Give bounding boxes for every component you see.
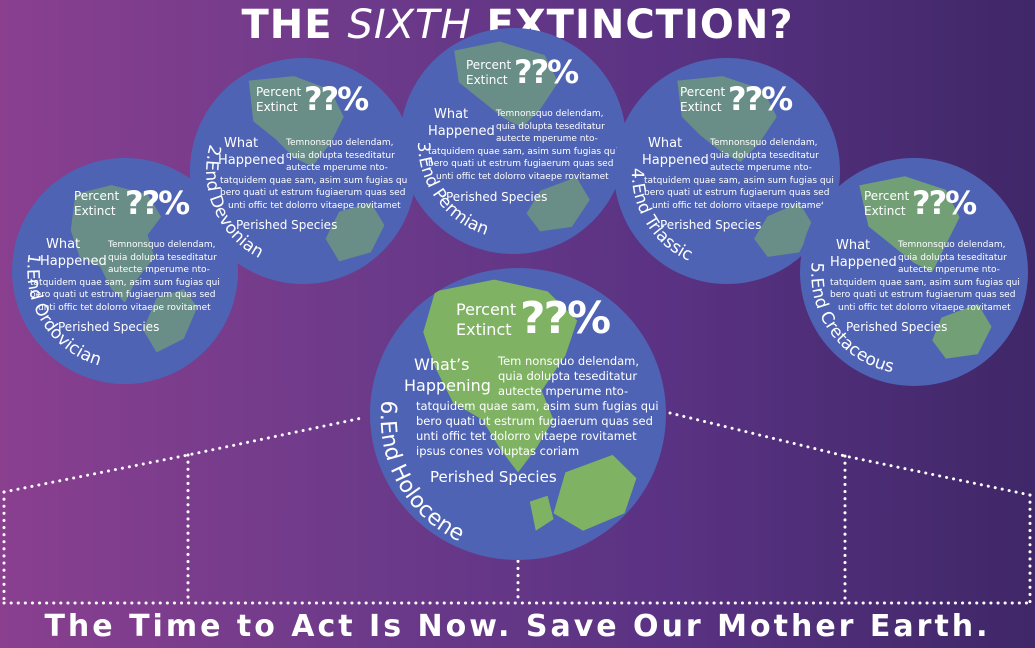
description-text: Tem nonsquo delendam, quia dolupta tesed…	[416, 354, 659, 458]
globe-disc	[800, 158, 1028, 386]
perished-species-label: Perished Species	[846, 320, 948, 334]
poster-title: THE SIXTH EXTINCTION?	[0, 0, 1035, 54]
percent-value: ??%	[304, 80, 369, 118]
earth-map-icon	[248, 76, 385, 262]
globe-disc	[190, 58, 416, 284]
perished-species-label: Perished Species	[660, 218, 762, 232]
globe-content: Percent Extinct ??% What Happened Temnonsq…	[800, 158, 1028, 386]
globe-end-devonian: Percent Extinct ??% What Happened Temnonsq…	[190, 58, 416, 284]
earth-map-icon	[70, 185, 198, 353]
percent-value: ??%	[728, 80, 793, 118]
globe-end-holocene: Percent Extinct ??% What’s Happening Tem n…	[370, 268, 666, 560]
earth-map-icon	[677, 76, 813, 257]
description-text: Temnonsquo delendam, quia dolupta tesedi…	[644, 138, 834, 211]
percent-label: Percent Extinct	[256, 85, 302, 114]
globe-disc	[370, 268, 666, 560]
perished-species-label: Perished Species	[430, 468, 557, 486]
globe-end-cretaceous: Percent Extinct ??% What Happened Temnonsq…	[800, 158, 1028, 386]
globe-content: Percent Extinct ??% What Happened Temnonsq…	[400, 28, 626, 254]
globe-content: Percent Extinct ??% What’s Happening Tem n…	[370, 268, 666, 560]
earth-map-icon	[859, 176, 992, 359]
globe-disc	[614, 58, 840, 284]
globe-content: Percent Extinct ??% What Happened Temnonsq…	[12, 158, 238, 384]
globe-content: Percent Extinct ??% What Happened Temnonsq…	[190, 58, 416, 284]
percent-value: ??%	[520, 293, 611, 344]
earth-map-icon	[454, 41, 590, 232]
perished-species-label: Perished Species	[236, 218, 338, 232]
description-text: Temnonsquo delendam, quia dolupta tesedi…	[830, 240, 1020, 313]
description-text: Temnonsquo delendam, quia dolupta tesedi…	[428, 109, 618, 182]
title-part-1: THE	[241, 2, 348, 48]
earth-map-icon	[423, 279, 637, 531]
percent-value: ??%	[125, 184, 190, 222]
what-happened-label: What Happened	[428, 107, 495, 139]
percent-label: Percent Extinct	[466, 58, 512, 87]
percent-label: Percent Extinct	[74, 189, 120, 218]
what-happened-label: What Happened	[830, 238, 897, 270]
what-happened-label: What Happened	[218, 136, 285, 168]
title-part-2: SIXTH	[347, 2, 472, 48]
percent-label: Percent Extinct	[864, 189, 910, 218]
globe-end-permian: Percent Extinct ??% What Happened Temnonsq…	[400, 28, 626, 254]
globe-content: Percent Extinct ??% What Happened Temnonsq…	[614, 58, 840, 284]
what-happened-label: What Happened	[642, 136, 709, 168]
what-happened-label: What’s Happening	[404, 355, 491, 395]
percent-value: ??%	[912, 184, 977, 222]
perished-species-label: Perished Species	[58, 320, 160, 334]
percent-label: Percent Extinct	[680, 85, 726, 114]
what-happened-label: What Happened	[40, 237, 107, 269]
description-text: Temnonsquo delendam, quia dolupta tesedi…	[220, 138, 410, 211]
footer-slogan: The Time to Act Is Now. Save Our Mother …	[44, 609, 991, 644]
description-text: Temnonsquo delendam, quia dolupta tesedi…	[30, 240, 220, 313]
perished-species-label: Perished Species	[446, 190, 548, 204]
globe-disc	[400, 28, 626, 254]
percent-value: ??%	[514, 53, 579, 91]
percent-label: Percent Extinct	[456, 300, 517, 339]
globe-end-triassic: Percent Extinct ??% What Happened Temnonsq…	[614, 58, 840, 284]
